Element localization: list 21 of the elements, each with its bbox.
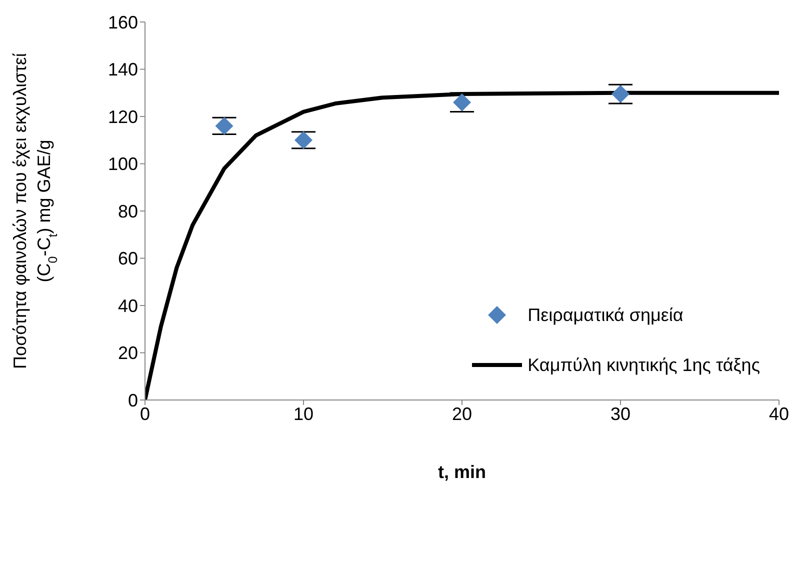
y-tick-label: 40 [118,296,138,316]
y-tick-label: 0 [128,390,138,410]
x-tick-label: 20 [452,404,472,424]
y-tick-label: 100 [108,154,138,174]
x-tick-label: 10 [293,404,314,424]
point [215,116,234,135]
x-axis-title: t, min [438,462,486,482]
x-tick-label: 40 [768,404,790,424]
x-tick-label: 0 [140,404,150,424]
point [612,85,630,104]
x-tick-label: 30 [610,404,631,424]
y-tick-label: 140 [108,60,138,80]
y-tick-label: 60 [118,248,138,269]
y-tick-label: 80 [118,201,138,222]
y-tick-label: 120 [108,106,138,127]
y-tick-label: 160 [108,12,138,32]
y-tick-label: 20 [118,343,138,364]
legend-label: Καμπύλη κινητικής 1ης τάξης [528,354,760,376]
legend-label: Πειραματικά σημεία [528,304,684,326]
point [294,131,312,150]
point [453,93,471,112]
